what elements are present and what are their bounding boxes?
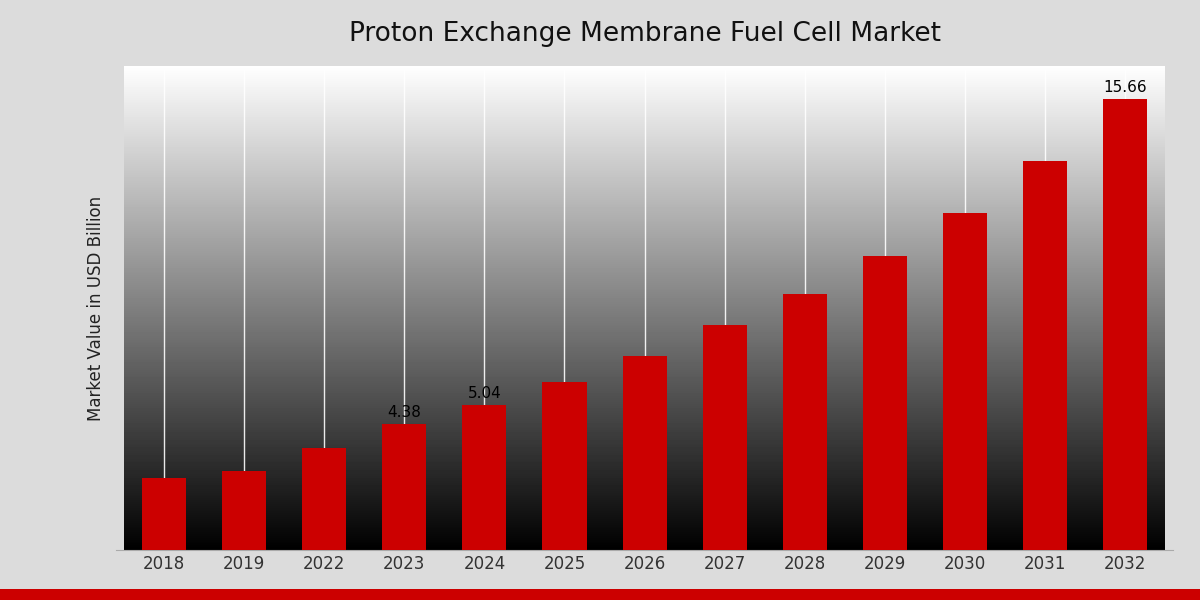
Bar: [222, 471, 266, 550]
Text: 15.66: 15.66: [1103, 80, 1147, 95]
Bar: [863, 256, 907, 550]
Bar: [623, 356, 666, 550]
Text: 4.38: 4.38: [388, 404, 421, 419]
Bar: [703, 325, 746, 550]
Bar: [542, 382, 587, 550]
Bar: [943, 213, 986, 550]
Bar: [1103, 99, 1147, 550]
Bar: [383, 424, 426, 550]
Bar: [1022, 161, 1067, 550]
Title: Proton Exchange Membrane Fuel Cell Market: Proton Exchange Membrane Fuel Cell Marke…: [348, 21, 941, 47]
Bar: [302, 448, 347, 550]
Bar: [462, 405, 506, 550]
Bar: [782, 293, 827, 550]
Y-axis label: Market Value in USD Billion: Market Value in USD Billion: [88, 196, 106, 421]
Bar: [142, 478, 186, 550]
Text: 5.04: 5.04: [468, 386, 502, 401]
